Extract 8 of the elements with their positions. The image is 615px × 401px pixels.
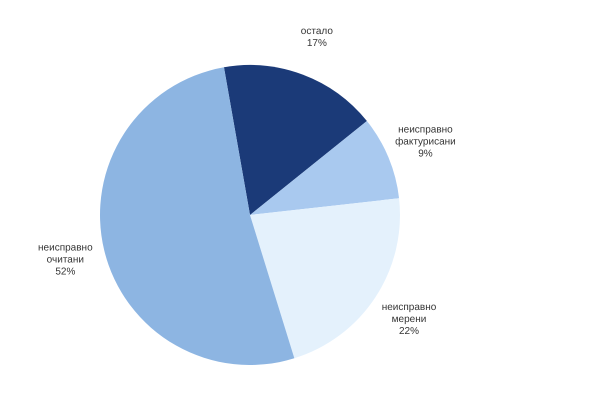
slice-label: остало bbox=[300, 26, 334, 37]
slice-label: неисправно очитани bbox=[38, 242, 94, 266]
data-label: 9% bbox=[418, 148, 433, 160]
slice-label: неисправно мерени bbox=[382, 302, 437, 325]
slice-label: неисправно фактурисани bbox=[395, 124, 456, 148]
data-label: 17% bbox=[306, 38, 327, 49]
data-label: 22% bbox=[398, 326, 420, 337]
data-label: 52% bbox=[55, 266, 76, 278]
